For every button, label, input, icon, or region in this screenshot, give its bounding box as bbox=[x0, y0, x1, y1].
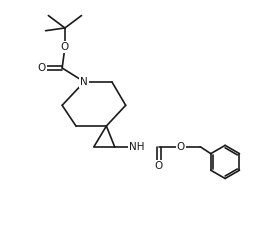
Text: O: O bbox=[155, 161, 163, 171]
Text: N: N bbox=[80, 77, 88, 87]
Text: NH: NH bbox=[129, 142, 145, 152]
Text: O: O bbox=[61, 42, 69, 52]
Text: O: O bbox=[177, 142, 185, 152]
Text: O: O bbox=[37, 63, 45, 73]
